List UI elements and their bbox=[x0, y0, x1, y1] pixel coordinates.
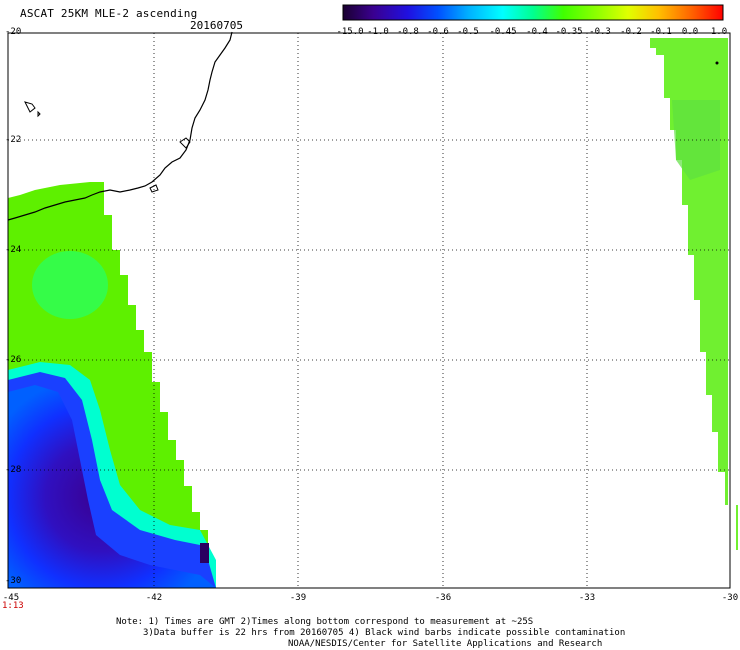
swath-right-thin bbox=[736, 505, 738, 550]
swath-left-darkbox bbox=[200, 543, 209, 563]
speck bbox=[715, 61, 719, 65]
cb-label-1: -1.0 bbox=[367, 27, 389, 37]
cb-label-2: -0.8 bbox=[397, 27, 419, 37]
lon-label-0: -45 bbox=[2, 593, 20, 603]
note-line-3: NOAA/NESDIS/Center for Satellite Applica… bbox=[288, 639, 603, 649]
island-2 bbox=[24, 101, 36, 113]
grid bbox=[8, 33, 730, 588]
lat-label-4: -28 bbox=[5, 465, 22, 475]
lat-label-3: -26 bbox=[5, 355, 22, 365]
cb-label-4: -0.5 bbox=[457, 27, 479, 37]
note-line-1: Note: 1) Times are GMT 2)Times along bot… bbox=[116, 617, 534, 627]
lat-label-1: -22 bbox=[5, 135, 22, 145]
lon-label-2: -39 bbox=[289, 593, 307, 603]
cb-label-7: -0.35 bbox=[555, 27, 583, 37]
lat-label-0: -20 bbox=[5, 27, 22, 37]
colorbar bbox=[342, 4, 724, 21]
cb-label-9: -0.2 bbox=[620, 27, 642, 37]
note-line-2: 3)Data buffer is 22 hrs from 20160705 4)… bbox=[143, 628, 626, 638]
map-frame bbox=[7, 32, 731, 589]
island-4 bbox=[149, 184, 159, 193]
lat-label-5: -30 bbox=[5, 576, 22, 586]
island-1 bbox=[179, 137, 191, 149]
swath-left-patch bbox=[32, 251, 108, 319]
cb-label-3: -0.6 bbox=[427, 27, 449, 37]
map-title: ASCAT 25KM MLE-2 ascending bbox=[20, 7, 198, 20]
pass-time: 1:13 bbox=[2, 601, 24, 611]
cb-label-8: -0.3 bbox=[589, 27, 611, 37]
lat-label-2: -24 bbox=[5, 245, 22, 255]
cb-label-11: 0.0 bbox=[681, 27, 699, 37]
cb-label-6: -0.4 bbox=[526, 27, 548, 37]
island-3 bbox=[37, 110, 41, 118]
lon-label-4: -33 bbox=[578, 593, 596, 603]
lon-label-1: -42 bbox=[145, 593, 163, 603]
coastline bbox=[7, 31, 233, 221]
cb-label-5: -0.45 bbox=[489, 27, 517, 37]
cb-label-12: 1.0 bbox=[710, 27, 728, 37]
swath-left-purple bbox=[8, 385, 216, 588]
lon-label-3: -36 bbox=[434, 593, 452, 603]
map-date: 20160705 bbox=[190, 19, 243, 32]
cb-label-0: -15.0 bbox=[336, 27, 364, 37]
cb-label-10: -0.1 bbox=[650, 27, 672, 37]
lon-label-5: -30 bbox=[721, 593, 739, 603]
